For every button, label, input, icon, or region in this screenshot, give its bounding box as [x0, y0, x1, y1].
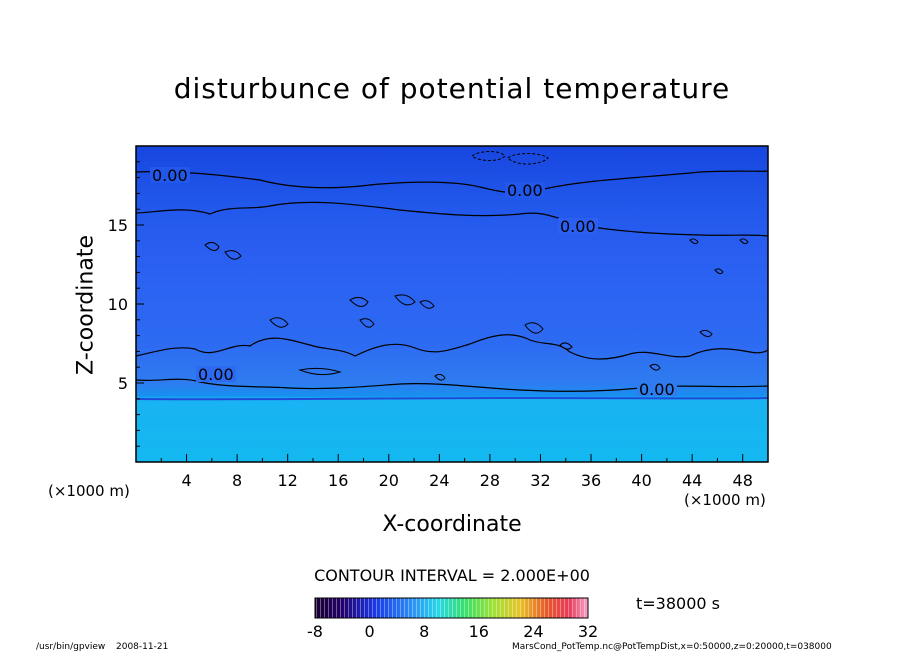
- x-tick-label: 8: [232, 471, 242, 490]
- x-tick-label: 36: [581, 471, 601, 490]
- colorbar-frame: [314, 597, 589, 619]
- small-contour-islands: [204, 238, 749, 381]
- contour-label: 0.00: [152, 166, 188, 185]
- x-axis-unit-right: (×1000 m): [684, 491, 766, 509]
- x-tick-label: 32: [530, 471, 550, 490]
- footer-date: 2008-11-21: [116, 642, 169, 652]
- x-tick-label: 12: [278, 471, 298, 490]
- x-tick-label: 4: [181, 471, 191, 490]
- field-background: [136, 146, 768, 462]
- dashed-contour: [471, 151, 549, 165]
- x-axis-title: X-coordinate: [382, 512, 522, 537]
- chart-title: disturbunce of potential temperature: [173, 72, 731, 105]
- x-axis-unit-left: (×1000 m): [48, 482, 130, 500]
- colorbar-tick-label: 8: [419, 622, 429, 641]
- y-axis: 5 10 15: [108, 161, 144, 447]
- x-tick-label: 40: [631, 471, 651, 490]
- colorbar: -8 0 8 16 24 32: [307, 597, 598, 641]
- colorbar-stripes: [315, 598, 588, 618]
- colorbar-ticks: -8 0 8 16 24 32: [307, 622, 598, 641]
- x-tick-label: 48: [733, 471, 753, 490]
- contour-label: 0.00: [198, 365, 234, 384]
- colorbar-tick-label: 24: [523, 622, 543, 641]
- colorbar-tick-label: -8: [307, 622, 323, 641]
- x-axis: 4 8 12 16 20 24 28 32 36 40 44 48: [160, 454, 753, 490]
- colorbar-tick-label: 32: [578, 622, 598, 641]
- contour-line-middle: [135, 334, 769, 360]
- contour-line-second: [135, 201, 769, 237]
- x-tick-label: 44: [682, 471, 702, 490]
- lower-layer-boundary: [135, 396, 769, 401]
- x-tick-label: 24: [429, 471, 449, 490]
- contour-label: 0.00: [560, 217, 596, 236]
- contour-label: 0.00: [507, 181, 543, 200]
- footer-source: MarsCond_PotTemp.nc@PotTempDist,x=0:5000…: [512, 642, 832, 652]
- plot-area: [135, 145, 769, 463]
- x-tick-label: 20: [379, 471, 399, 490]
- contour-value-labels: 0.00 0.00 0.00 0.00 0.00: [150, 166, 677, 399]
- y-axis-title: Z-coordinate: [73, 235, 99, 375]
- y-tick-label: 5: [118, 374, 128, 393]
- x-tick-label: 16: [328, 471, 348, 490]
- colorbar-tick-label: 0: [365, 622, 375, 641]
- y-tick-label: 15: [108, 216, 128, 235]
- time-label: t=38000 s: [636, 594, 720, 613]
- contour-label: 0.00: [639, 380, 675, 399]
- y-tick-label: 10: [108, 295, 128, 314]
- x-tick-label: 28: [480, 471, 500, 490]
- footer-program: /usr/bin/gpview: [36, 642, 106, 652]
- contour-interval-text: CONTOUR INTERVAL = 2.000E+00: [314, 566, 590, 585]
- colorbar-tick-label: 16: [469, 622, 489, 641]
- contour-line-top: [135, 170, 769, 194]
